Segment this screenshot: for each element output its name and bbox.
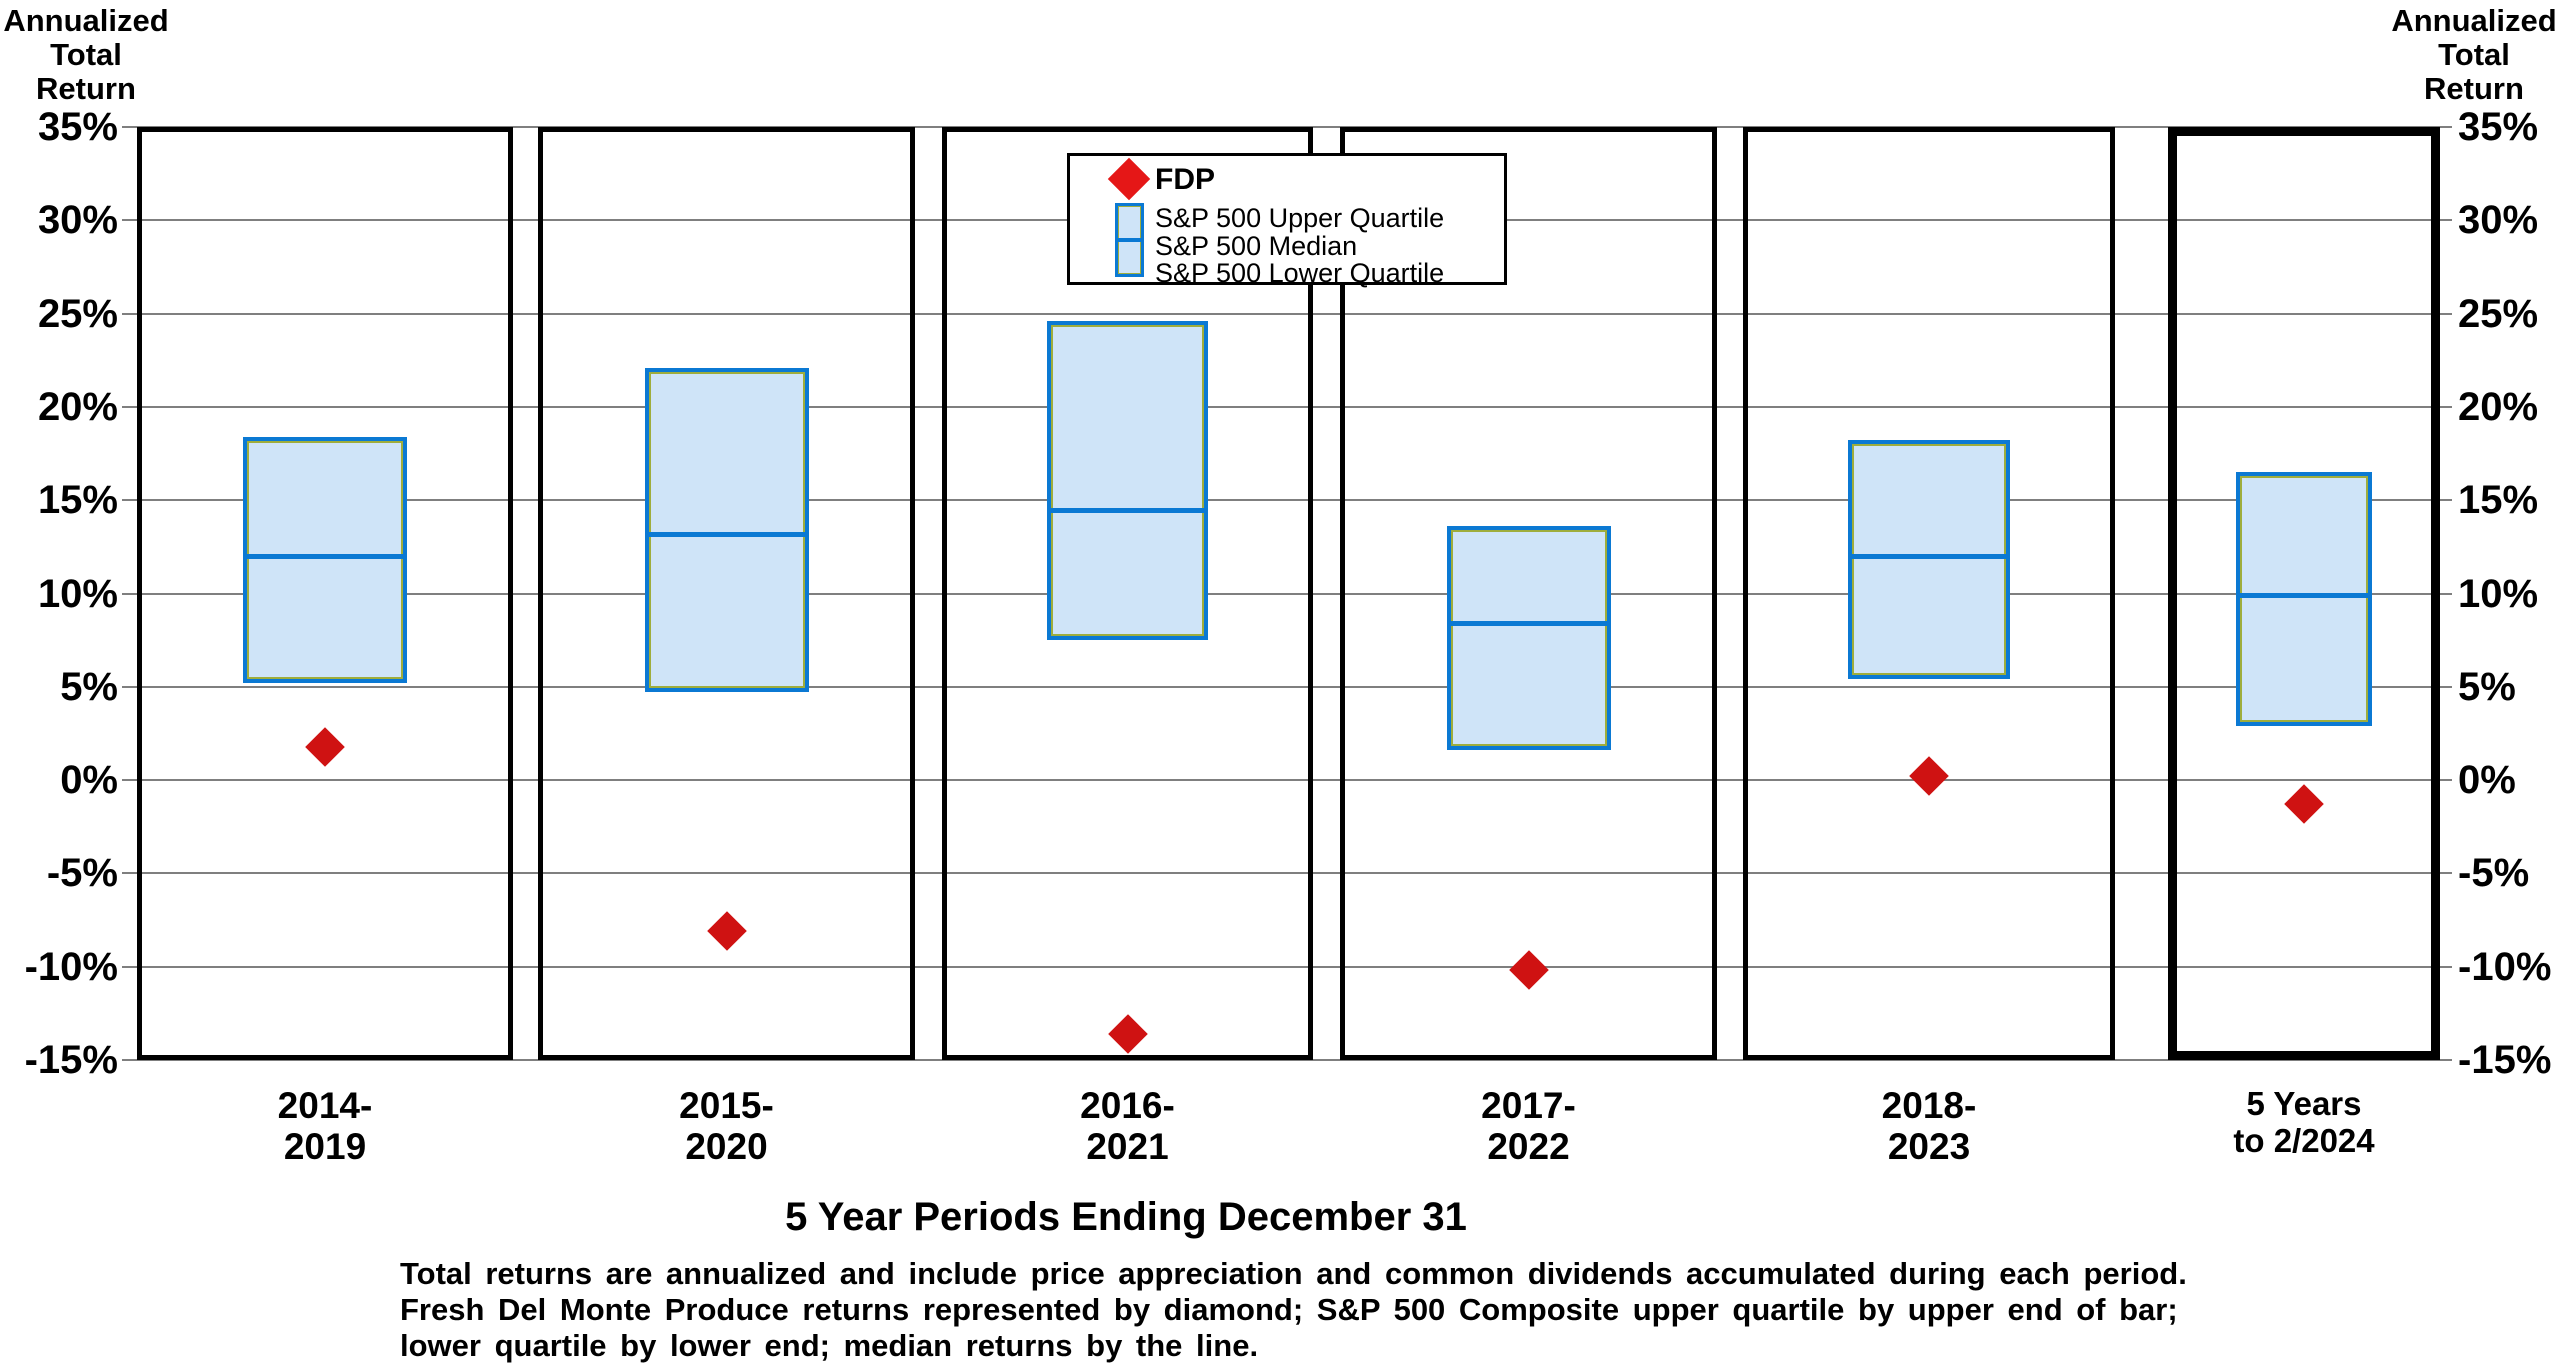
median-line-2018-2023 — [1850, 554, 2008, 560]
quartile-box-2016-2021 — [1047, 321, 1208, 641]
y-tick-right-25: 25% — [2458, 291, 2539, 336]
left-axis-title: Annualized Total Return — [3, 3, 169, 106]
x-axis-title: 5 Year Periods Ending December 31 — [785, 1195, 1467, 1239]
panel-2015-2020 — [538, 127, 915, 1060]
y-tick-right-0: 0% — [2458, 758, 2516, 803]
y-tick-left-35: 35% — [37, 105, 118, 149]
gridline--10 — [122, 965, 2452, 968]
footnote-line-3: lower quartile by lower end; median retu… — [400, 1328, 1259, 1363]
y-tick-right--5: -5% — [2458, 851, 2530, 896]
quartile-box-2018-2023 — [1848, 440, 2010, 680]
y-tick-right-20: 20% — [2458, 384, 2539, 429]
x-label-2015-2020: 2015- 2020 — [679, 1085, 774, 1167]
y-tick-left-10: 10% — [37, 571, 118, 616]
y-tick-right-35: 35% — [2458, 105, 2539, 149]
legend-median-label: S&P 500 Median — [1155, 230, 1358, 261]
y-tick-right-10: 10% — [2458, 571, 2539, 616]
footnote: Total returns are annualized and include… — [400, 1256, 2187, 1364]
median-line-2017-2022 — [1448, 621, 1609, 627]
y-tick-right-5: 5% — [2458, 664, 2516, 709]
gridline-20 — [122, 405, 2452, 408]
quartile-box-icon — [1115, 203, 1144, 277]
x-label-2014-2019: 2014- 2019 — [277, 1085, 373, 1167]
gridline--5 — [122, 872, 2452, 875]
x-label-2018-2023: 2018- 2023 — [1881, 1085, 1977, 1167]
legend-fdp-label: FDP — [1155, 163, 1215, 196]
panel-2014-2019 — [137, 127, 513, 1060]
right-axis-title: Annualized Total Return — [2391, 3, 2557, 106]
y-tick-right--10: -10% — [2458, 944, 2552, 989]
panel-2016-2021 — [942, 127, 1313, 1060]
y-tick-left--5: -5% — [46, 851, 118, 896]
gridline--15 — [122, 1059, 2452, 1061]
x-label-5-Yearsto-2-2024: 5 Years to 2/2024 — [2233, 1085, 2375, 1159]
gridline-10 — [122, 592, 2452, 595]
median-line-2014-2019 — [245, 554, 405, 560]
panel-2017-2022 — [1340, 127, 1717, 1060]
y-tick-right-15: 15% — [2458, 478, 2539, 523]
legend: FDP S&P 500 Upper Quartile S&P 500 Media… — [1067, 153, 1507, 288]
legend-upper-quartile-label: S&P 500 Upper Quartile — [1155, 203, 1445, 233]
y-tick-left-5: 5% — [60, 664, 118, 709]
quartile-box-2017-2022 — [1446, 526, 1611, 751]
legend-labels: S&P 500 Upper Quartile S&P 500 Median S&… — [1155, 203, 1445, 288]
y-tick-left-30: 30% — [37, 198, 118, 243]
gridline-0 — [122, 779, 2452, 782]
median-line-icon — [1117, 238, 1142, 242]
y-tick-left-15: 15% — [37, 478, 118, 523]
y-tick-left-20: 20% — [37, 384, 118, 429]
panel-2018-2023 — [1743, 127, 2115, 1060]
quartile-box-5-Yearsto-2-2024 — [2236, 472, 2372, 726]
quartile-box-2015-2020 — [644, 367, 809, 693]
legend-lower-quartile-label: S&P 500 Lower Quartile — [1155, 258, 1445, 288]
quartile-box-2014-2019 — [243, 436, 407, 684]
y-tick-left--15: -15% — [24, 1038, 118, 1082]
x-label-2016-2021: 2016- 2021 — [1080, 1085, 1175, 1167]
y-tick-right--15: -15% — [2458, 1038, 2552, 1082]
median-line-2016-2021 — [1049, 507, 1206, 513]
x-label-2017-2022: 2017- 2022 — [1481, 1085, 1576, 1167]
panel-5-Yearsto-2-2024 — [2168, 127, 2440, 1060]
gridline-15 — [122, 499, 2452, 502]
footnote-line-2: Fresh Del Monte Produce returns represen… — [400, 1292, 2178, 1327]
y-tick-right-30: 30% — [2458, 198, 2539, 243]
median-line-5-Yearsto-2-2024 — [2238, 593, 2370, 599]
median-line-2015-2020 — [646, 531, 807, 537]
gridline-25 — [122, 312, 2452, 315]
fdp-diamond-icon — [1107, 157, 1151, 201]
gridline-5 — [122, 685, 2452, 688]
y-tick-left-0: 0% — [60, 758, 118, 803]
y-tick-left--10: -10% — [24, 944, 118, 989]
y-tick-left-25: 25% — [37, 291, 118, 336]
footnote-line-1: Total returns are annualized and include… — [400, 1256, 2187, 1291]
